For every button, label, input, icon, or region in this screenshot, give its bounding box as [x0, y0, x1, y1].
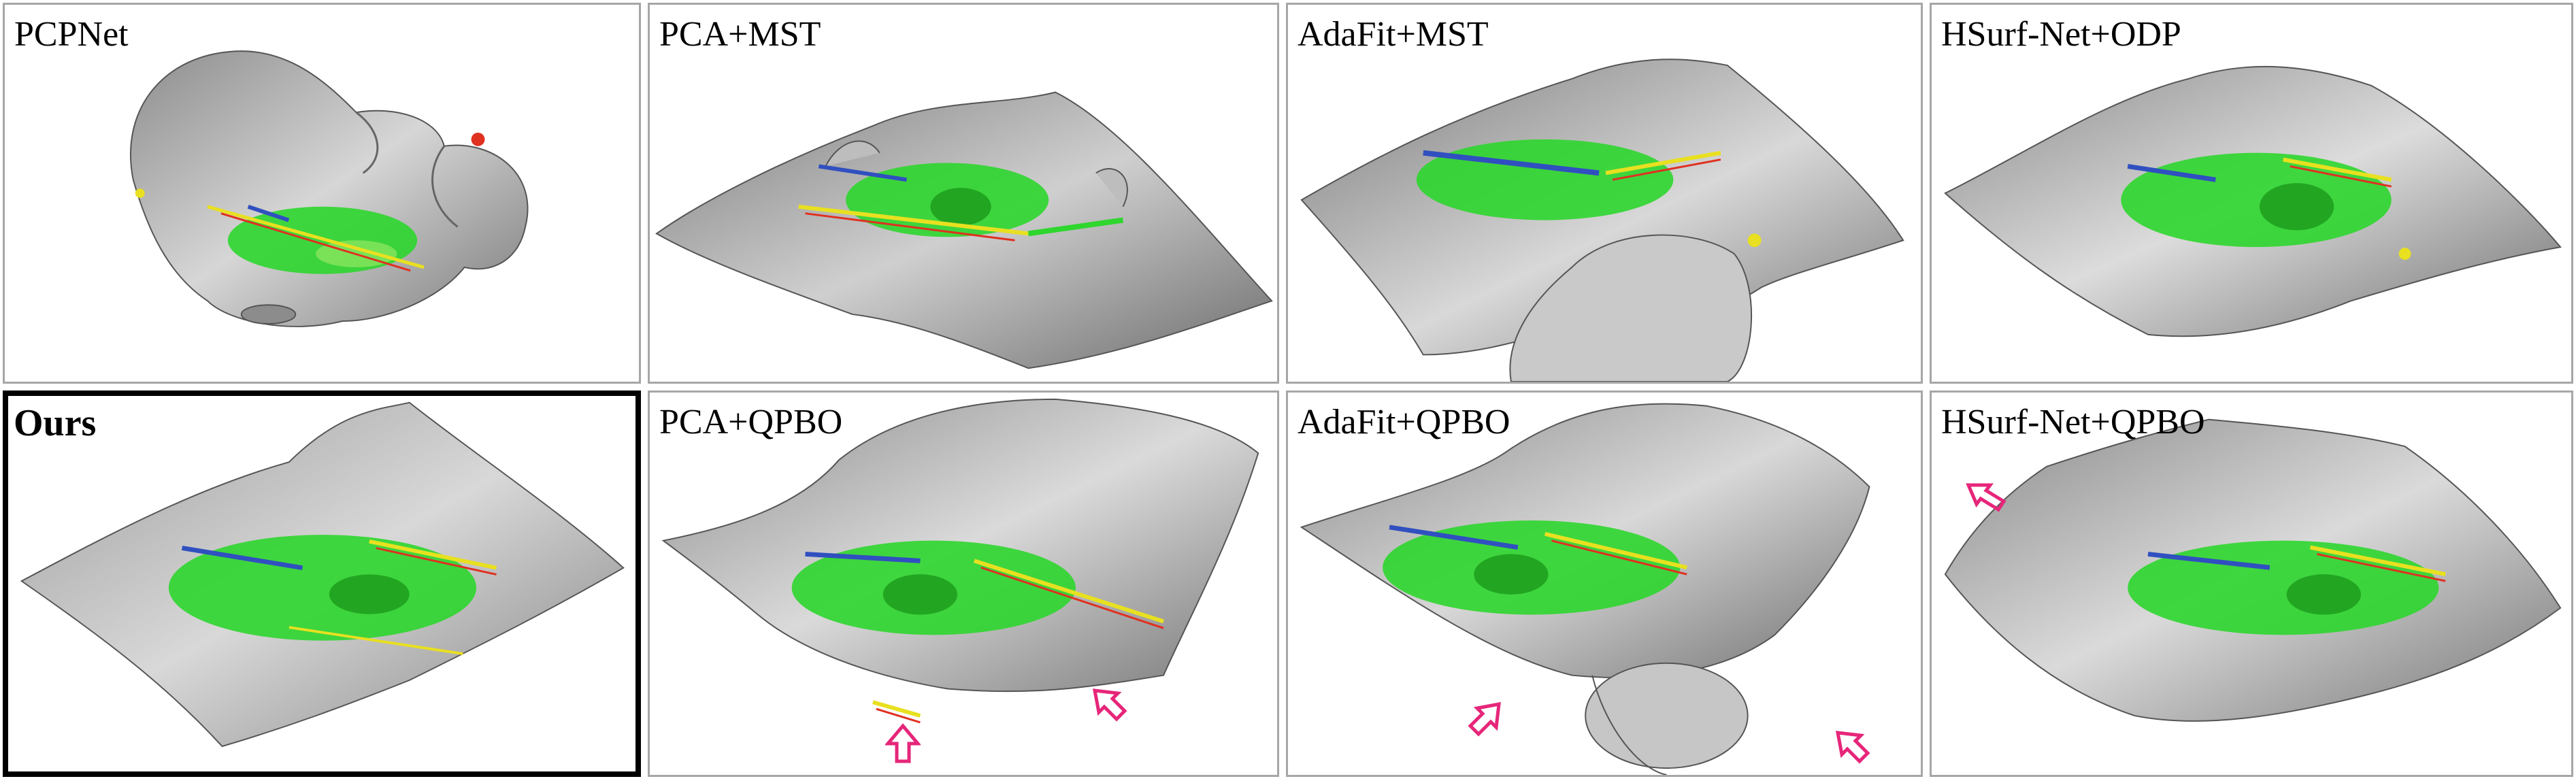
adafit-mst-surface-render — [1300, 59, 1904, 382]
callout-arrow-icon — [1966, 483, 2007, 512]
panel-hsurf-net-qpbo: HSurf-Net+QPBO — [1930, 390, 2573, 777]
panel-label: PCA+MST — [659, 15, 821, 54]
panel-adafit-mst: AdaFit+MST — [1286, 3, 1923, 384]
callout-arrow-icon — [885, 723, 921, 763]
panel-pcpnet: PCPNet — [3, 3, 641, 384]
adafit-qpbo-surface-render — [1300, 403, 1870, 775]
hsurf-net-odp-surface-render — [1944, 65, 2562, 337]
callout-arrow-icon — [1092, 688, 1127, 722]
panel-pca-mst: PCA+MST — [648, 3, 1279, 384]
panel-label: Ours — [14, 402, 97, 444]
ours-surface-render — [20, 401, 625, 748]
panel-label: PCPNet — [14, 15, 129, 54]
panel-hsurf-net-odp: HSurf-Net+ODP — [1930, 3, 2573, 384]
panel-ours: Ours — [3, 390, 641, 777]
panel-adafit-qpbo: AdaFit+QPBO — [1286, 390, 1923, 777]
callout-arrow-icon — [1468, 701, 1501, 737]
callout-arrow-icon — [1835, 731, 1870, 764]
pcpnet-surface-render — [130, 50, 529, 327]
panel-label: PCA+QPBO — [659, 403, 843, 442]
pca-qpbo-surface-render — [661, 398, 1259, 724]
panel-label: HSurf-Net+QPBO — [1941, 403, 2205, 442]
panel-label: AdaFit+MST — [1298, 15, 1489, 54]
panel-label: HSurf-Net+ODP — [1941, 15, 2181, 54]
pca-mst-surface-render — [655, 91, 1273, 369]
panel-pca-qpbo: PCA+QPBO — [648, 390, 1279, 777]
panel-label: AdaFit+QPBO — [1298, 403, 1510, 442]
hsurf-net-qpbo-surface-render — [1944, 418, 2562, 722]
